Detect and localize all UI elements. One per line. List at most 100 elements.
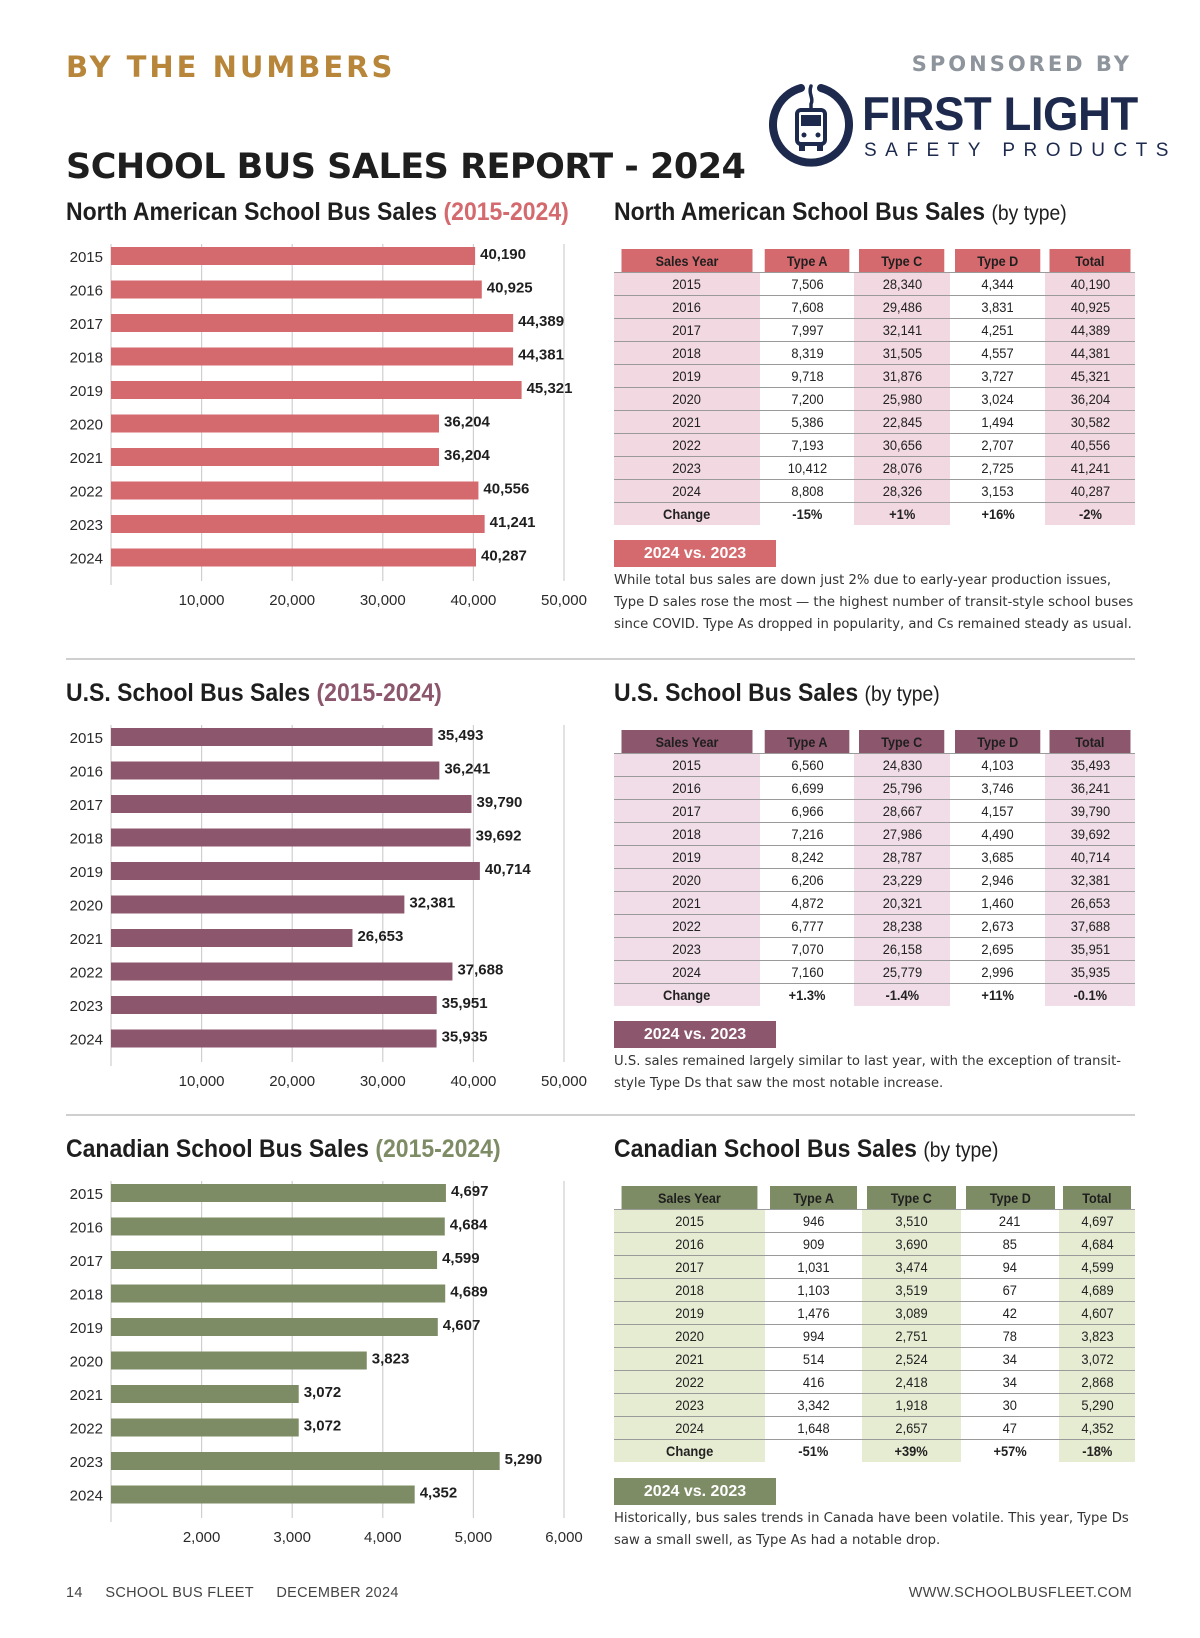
table-cell: 3,519 bbox=[862, 1278, 961, 1302]
data-label: 36,241 bbox=[444, 761, 490, 778]
y-tick-label: 2022 bbox=[70, 1421, 103, 1438]
cell-value: 2021 bbox=[675, 1351, 704, 1367]
table-cell: 2020 bbox=[614, 387, 761, 411]
cell-value: 3,342 bbox=[797, 1397, 830, 1413]
sponsor-name: FIRST LIGHT bbox=[862, 87, 1138, 140]
cell-value: 4,607 bbox=[1081, 1305, 1114, 1321]
cell-value: 2,657 bbox=[895, 1420, 928, 1436]
table-cell: 5,290 bbox=[1059, 1393, 1135, 1417]
data-label: 35,935 bbox=[442, 1029, 488, 1046]
section-divider bbox=[66, 658, 1135, 660]
table-cell: +39% bbox=[862, 1439, 961, 1462]
table-cell: 4,872 bbox=[760, 891, 855, 915]
data-label: 44,381 bbox=[518, 347, 564, 364]
na-chart-heading: North American School Bus Sales (2015-20… bbox=[66, 198, 569, 227]
table-cell: 2017 bbox=[614, 318, 761, 342]
cell-value: 2023 bbox=[672, 941, 702, 957]
table-row: 2019 1,476 3,089 42 4,607 bbox=[614, 1301, 1135, 1325]
ca-table-heading-sub: (by type) bbox=[923, 1139, 999, 1162]
bar bbox=[111, 515, 485, 533]
column-header: Type A bbox=[769, 1186, 858, 1210]
y-tick-label: 2024 bbox=[70, 1032, 103, 1049]
cell-value: 4,872 bbox=[791, 895, 824, 911]
bar bbox=[111, 414, 440, 433]
cell-value: 3,519 bbox=[895, 1282, 928, 1298]
column-header: Type D bbox=[954, 730, 1041, 754]
table-cell: 4,251 bbox=[949, 318, 1046, 342]
us-sales-table: Sales Year Type A Type C Type D Total 2015 6,5… bbox=[614, 730, 1135, 1006]
us-comparison-badge: 2024 vs. 2023 bbox=[614, 1021, 776, 1048]
table-cell: +16% bbox=[949, 502, 1046, 525]
data-label: 3,072 bbox=[304, 1418, 342, 1435]
cell-value: 44,381 bbox=[1070, 345, 1110, 361]
table-row: 2017 1,031 3,474 94 4,599 bbox=[614, 1255, 1135, 1279]
cell-value: 30,582 bbox=[1070, 414, 1110, 430]
cell-value: 7,506 bbox=[791, 276, 824, 292]
x-tick-label: 30,000 bbox=[360, 592, 406, 609]
x-tick-label: 50,000 bbox=[541, 592, 587, 609]
table-cell: 2023 bbox=[614, 456, 761, 480]
table-cell: 24,830 bbox=[854, 753, 950, 777]
bar bbox=[111, 761, 440, 780]
bar bbox=[111, 1385, 299, 1403]
change-row: Change +1.3% -1.4% +11% -0.1% bbox=[614, 983, 1135, 1006]
cell-value: 7,070 bbox=[791, 941, 824, 957]
bar bbox=[111, 962, 453, 981]
table-row: 2023 7,070 26,158 2,695 35,951 bbox=[614, 937, 1135, 961]
cell-value: 4,490 bbox=[981, 826, 1014, 842]
table-cell: 3,685 bbox=[949, 845, 1046, 869]
sponsor-logo[interactable]: FIRST LIGHT SAFETY PRODUCTS bbox=[768, 82, 1168, 168]
table-cell: 36,241 bbox=[1045, 776, 1135, 800]
x-tick-label: 50,000 bbox=[541, 1073, 587, 1090]
cell-value: 2,695 bbox=[981, 941, 1014, 957]
cell-value: 2018 bbox=[672, 345, 702, 361]
bar bbox=[111, 728, 433, 746]
cell-value: -51% bbox=[798, 1443, 829, 1459]
data-label: 4,697 bbox=[451, 1183, 489, 1200]
table-cell: 3,510 bbox=[862, 1209, 961, 1233]
bar bbox=[111, 1029, 437, 1048]
na-chart-heading-years: (2015-2024) bbox=[443, 198, 569, 226]
y-tick-label: 2017 bbox=[70, 316, 103, 333]
y-tick-label: 2019 bbox=[70, 1320, 103, 1337]
table-row: 2017 6,966 28,667 4,157 39,790 bbox=[614, 799, 1135, 823]
x-tick-label: 3,000 bbox=[273, 1529, 311, 1546]
x-tick-label: 2,000 bbox=[183, 1529, 221, 1546]
cell-value: 22,845 bbox=[882, 414, 922, 430]
table-cell: 7,608 bbox=[760, 295, 855, 319]
column-header: Total bbox=[1049, 730, 1131, 754]
cell-value: 7,608 bbox=[791, 299, 824, 315]
table-row: 2022 416 2,418 34 2,868 bbox=[614, 1370, 1135, 1394]
table-header-row: Sales Year Type A Type C Type D Total bbox=[614, 1186, 1135, 1210]
table-row: 2019 9,718 31,876 3,727 45,321 bbox=[614, 364, 1135, 388]
cell-value: 40,287 bbox=[1070, 483, 1110, 499]
table-cell: 416 bbox=[764, 1370, 863, 1394]
cell-value: Change bbox=[663, 987, 711, 1003]
cell-value: 40,925 bbox=[1070, 299, 1110, 315]
cell-value: 40,190 bbox=[1070, 276, 1110, 292]
y-tick-label: 2024 bbox=[70, 1488, 103, 1505]
cell-value: 416 bbox=[802, 1374, 825, 1390]
table-cell: 2023 bbox=[614, 937, 761, 961]
bar bbox=[111, 1351, 367, 1370]
table-cell: 2019 bbox=[614, 364, 761, 388]
cell-value: 1,031 bbox=[797, 1259, 830, 1275]
table-cell: -51% bbox=[764, 1439, 863, 1462]
cell-value: 32,141 bbox=[882, 322, 922, 338]
cell-value: 3,024 bbox=[981, 391, 1014, 407]
table-cell: 2,707 bbox=[949, 433, 1046, 457]
footer-website[interactable]: WWW.SCHOOLBUSFLEET.COM bbox=[908, 1585, 1132, 1601]
section-kicker: BY THE NUMBERS bbox=[66, 50, 396, 84]
table-cell: 4,697 bbox=[1059, 1209, 1135, 1233]
cell-value: 946 bbox=[802, 1213, 825, 1229]
cell-value: 4,697 bbox=[1081, 1213, 1114, 1229]
bar bbox=[111, 895, 405, 914]
cell-value: 909 bbox=[802, 1236, 825, 1252]
table-cell: 44,389 bbox=[1045, 318, 1135, 342]
cell-value: 2019 bbox=[675, 1305, 704, 1321]
table-cell: 7,160 bbox=[760, 960, 855, 984]
table-cell: 2,946 bbox=[949, 868, 1046, 892]
cell-value: 40,556 bbox=[1070, 437, 1110, 453]
cell-value: +16% bbox=[980, 506, 1015, 522]
table-cell: 2015 bbox=[614, 753, 761, 777]
